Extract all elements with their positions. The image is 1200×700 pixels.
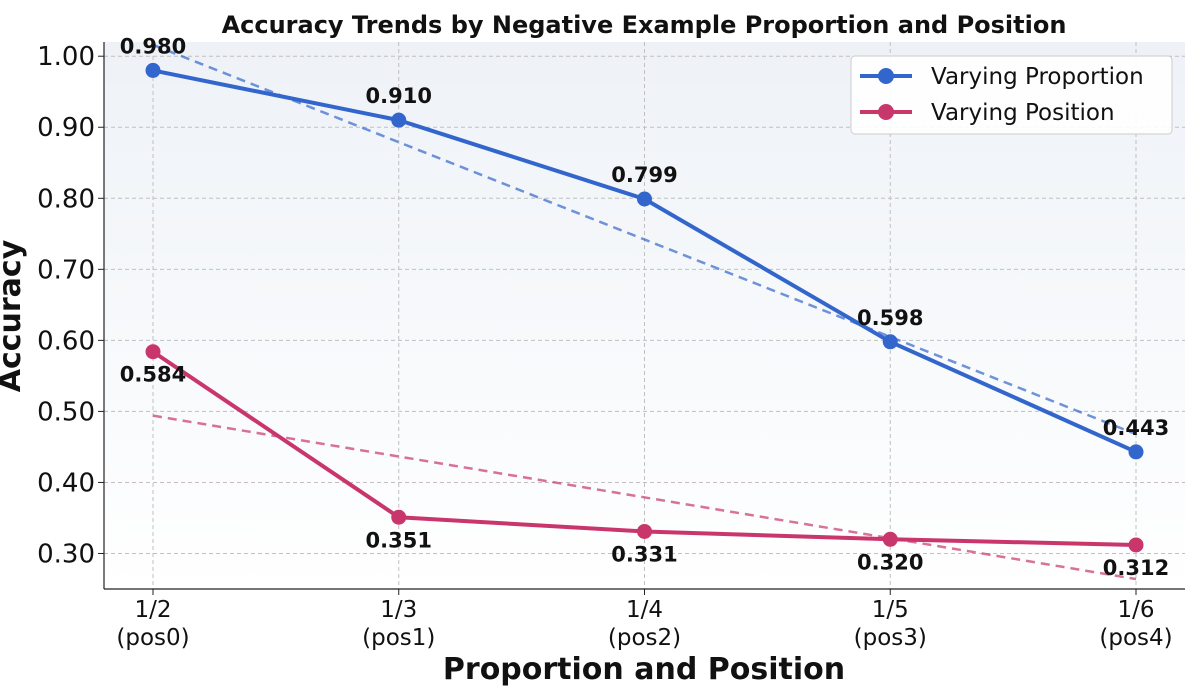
legend-label-position: Varying Position bbox=[931, 100, 1115, 126]
legend-marker-proportion bbox=[878, 68, 894, 84]
data-point bbox=[637, 523, 652, 539]
data-label: 0.443 bbox=[1103, 416, 1169, 440]
data-label: 0.331 bbox=[611, 542, 677, 566]
x-tick-labels: 1/2(pos0) 1/3(pos1) 1/4(pos2) 1/5(pos3) 1/6(… bbox=[116, 589, 1173, 651]
legend-marker-position bbox=[878, 104, 894, 120]
trendline-0 bbox=[152, 43, 1137, 436]
data-point bbox=[145, 344, 161, 360]
data-point bbox=[391, 112, 407, 128]
data-label: 0.312 bbox=[1103, 556, 1169, 580]
data-labels: 0.980 0.910 0.799 0.598 0.443 0.584 0.351 0.331… bbox=[120, 34, 1169, 580]
chart-title: Accuracy Trends by Negative Example Prop… bbox=[222, 11, 1067, 39]
data-point bbox=[391, 509, 407, 525]
data-label: 0.351 bbox=[366, 528, 432, 552]
data-point bbox=[1128, 537, 1144, 553]
x-tick-label: 1/6 bbox=[1117, 597, 1154, 623]
data-point bbox=[145, 62, 161, 78]
y-tick-label: 0.30 bbox=[37, 539, 95, 569]
data-label: 0.598 bbox=[857, 306, 923, 330]
x-tick-label: 1/3 bbox=[380, 597, 417, 623]
y-tick-label: 1.00 bbox=[37, 42, 95, 72]
data-label: 0.320 bbox=[857, 550, 923, 574]
y-tick-label: 0.70 bbox=[37, 255, 95, 285]
y-tick-labels: 0.30 0.40 0.50 0.60 0.70 0.80 0.90 1.00 bbox=[37, 42, 104, 569]
data-point bbox=[882, 334, 898, 350]
x-tick-sublabel: (pos1) bbox=[362, 625, 435, 651]
data-point bbox=[637, 191, 652, 207]
y-tick-label: 0.40 bbox=[37, 468, 95, 498]
x-tick-sublabel: (pos0) bbox=[116, 625, 189, 651]
x-tick-label: 1/4 bbox=[626, 597, 663, 623]
trend-lines bbox=[152, 43, 1137, 581]
x-tick-sublabel: (pos4) bbox=[1099, 625, 1172, 651]
data-label: 0.980 bbox=[120, 34, 186, 58]
x-tick-label: 1/5 bbox=[872, 597, 909, 623]
data-point bbox=[882, 531, 898, 547]
data-point bbox=[1128, 444, 1144, 460]
x-tick-sublabel: (pos2) bbox=[608, 625, 681, 651]
y-tick-label: 0.80 bbox=[37, 184, 95, 214]
data-label: 0.584 bbox=[120, 363, 186, 387]
series-lines bbox=[145, 62, 1144, 553]
y-tick-label: 0.60 bbox=[37, 326, 95, 356]
legend-box bbox=[850, 55, 1173, 135]
y-tick-label: 0.90 bbox=[37, 113, 95, 143]
x-tick-label: 1/2 bbox=[134, 597, 171, 623]
trendline-1 bbox=[152, 414, 1137, 581]
x-tick-sublabel: (pos3) bbox=[854, 625, 927, 651]
x-axis-label: Proportion and Position bbox=[443, 652, 845, 687]
data-label: 0.799 bbox=[611, 163, 677, 187]
legend-label-proportion: Varying Proportion bbox=[931, 64, 1144, 90]
legend: Varying Proportion Varying Position bbox=[850, 55, 1173, 135]
y-axis-label: Accuracy bbox=[0, 239, 28, 392]
data-label: 0.910 bbox=[366, 84, 432, 108]
y-tick-label: 0.50 bbox=[37, 397, 95, 427]
